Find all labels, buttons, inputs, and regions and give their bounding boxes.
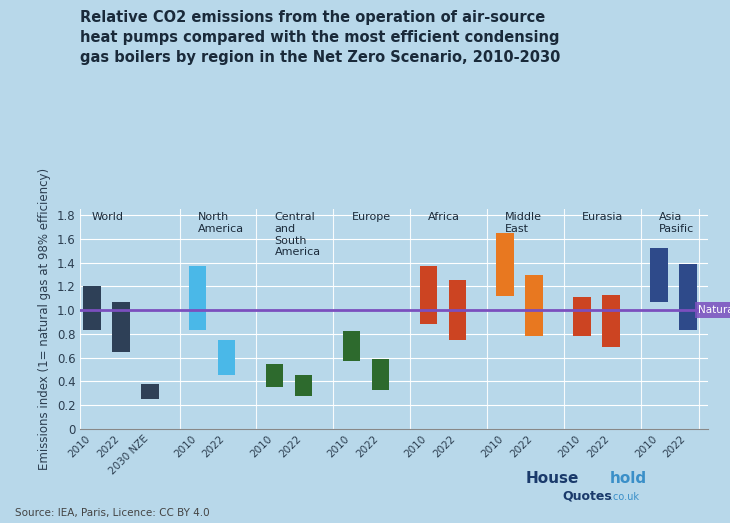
Text: hold: hold [610, 471, 647, 486]
Bar [83, 287, 101, 331]
Bar [295, 376, 312, 395]
Text: .co.uk: .co.uk [610, 492, 639, 502]
Bar [679, 264, 696, 331]
Bar [602, 294, 620, 347]
Bar [141, 384, 158, 399]
Text: Relative CO2 emissions from the operation of air-source
heat pumps compared with: Relative CO2 emissions from the operatio… [80, 10, 561, 65]
Text: Quotes: Quotes [562, 489, 612, 502]
Text: Eurasia: Eurasia [582, 212, 623, 222]
Text: Europe: Europe [351, 212, 391, 222]
Bar [266, 363, 283, 388]
Bar [112, 302, 130, 351]
Bar [189, 266, 207, 331]
Text: House: House [526, 471, 579, 486]
Bar [342, 332, 360, 361]
Text: Africa: Africa [429, 212, 461, 222]
Y-axis label: Emissions index (1= natural gas at 98% efficiency): Emissions index (1= natural gas at 98% e… [38, 168, 51, 470]
Bar [448, 280, 466, 340]
Bar [420, 266, 437, 324]
Text: Source: IEA, Paris, Licence: CC BY 4.0: Source: IEA, Paris, Licence: CC BY 4.0 [15, 508, 210, 518]
Bar [650, 248, 667, 302]
Bar [573, 297, 591, 336]
Text: World: World [92, 212, 124, 222]
Bar [496, 233, 514, 296]
Text: Natural gas boiler: Natural gas boiler [698, 305, 730, 315]
Text: Central
and
South
America: Central and South America [274, 212, 320, 257]
Bar [218, 340, 236, 376]
Bar [526, 275, 543, 336]
Text: Middle
East: Middle East [505, 212, 542, 234]
Bar [372, 359, 389, 390]
Text: North
America: North America [198, 212, 244, 234]
Text: Asia
Pasific: Asia Pasific [658, 212, 694, 234]
